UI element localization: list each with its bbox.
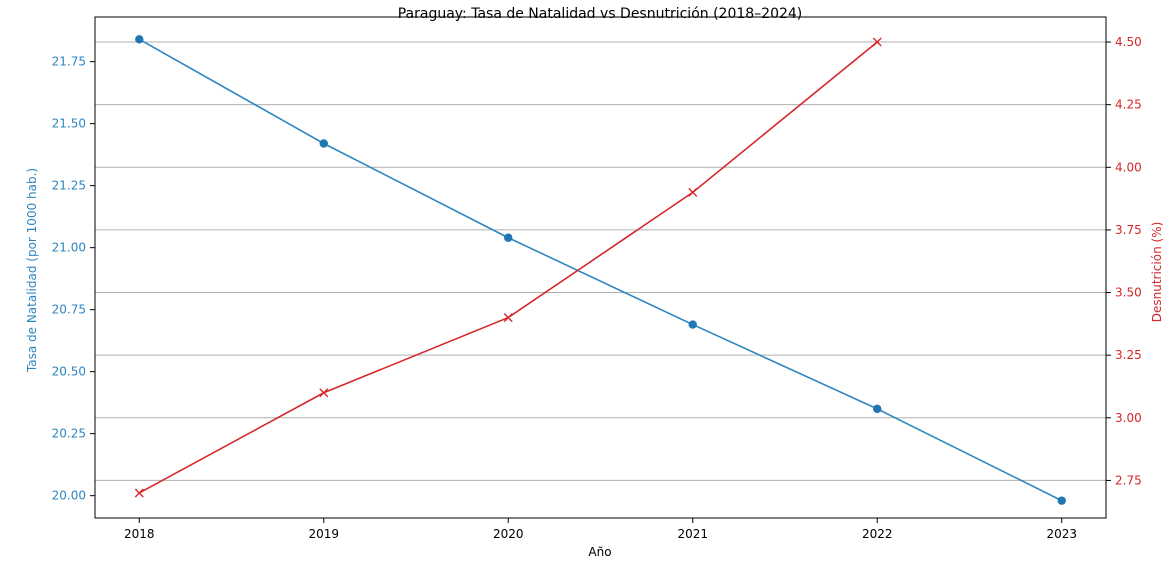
y-axis-left-label: Tasa de Natalidad (por 1000 hab.) [25,168,39,373]
natalidad-data-point [504,233,513,242]
natalidad-series-line [138,38,1063,502]
y-right-tick-label: 2.75 [1115,473,1142,487]
desnutricion-data-point [319,388,329,398]
chart-title: Paraguay: Tasa de Natalidad vs Desnutric… [398,6,803,22]
natalidad-data-point [873,404,882,414]
plot-frame [94,16,1107,519]
desnutricion-series-line [138,41,878,494]
desnutricion-data-point [503,313,513,323]
y-left-tick-label: 20.75 [52,303,86,317]
y-left-tick-label: 21.00 [52,241,86,255]
natalidad-data-point [319,139,328,148]
x-tick-label: 2022 [862,527,893,541]
y-right-tick-label: 3.00 [1115,411,1142,425]
x-tick-label: 2018 [124,527,155,541]
grid-lines [95,41,1106,481]
y-right-tick-label: 3.75 [1115,223,1142,237]
x-tick-label: 2020 [493,527,524,541]
y-left-tick-label: 20.25 [52,427,86,441]
series-layer [134,35,1066,505]
desnutricion-data-point [134,488,144,498]
y-right-tick-label: 3.50 [1115,286,1142,300]
x-tick-label: 2023 [1046,527,1077,541]
y-right-tick-label: 4.00 [1115,160,1142,174]
natalidad-data-point [1057,496,1066,505]
desnutricion-data-point [688,187,698,197]
y-left-tick-label: 21.25 [52,179,86,193]
y-left-tick-label: 20.50 [52,365,86,379]
x-axis-label: Año [588,545,611,559]
y-right-tick-label: 4.25 [1115,98,1142,112]
y-left-tick-label: 20.00 [52,489,86,503]
x-axis: 2018 2019 2020 2021 2022 2023 [124,518,1077,541]
natalidad-data-point [688,320,697,329]
y-left-tick-label: 21.50 [52,117,86,131]
natalidad-data-point [135,35,144,44]
y-right-tick-label: 4.50 [1115,35,1142,49]
x-tick-label: 2021 [677,527,708,541]
desnutricion-data-point [872,37,882,47]
y-axis-right-label: Desnutrición (%) [1150,222,1164,323]
y-axis-left: 20.00 20.25 20.50 20.75 21.00 21.25 21.50 21.75 [52,55,95,503]
x-tick-label: 2019 [308,527,339,541]
y-axis-right: 2.75 3.00 3.25 3.50 3.75 4.00 4.25 4.50 [1106,35,1142,487]
y-left-tick-label: 21.75 [52,55,86,69]
y-right-tick-label: 3.25 [1115,348,1142,362]
